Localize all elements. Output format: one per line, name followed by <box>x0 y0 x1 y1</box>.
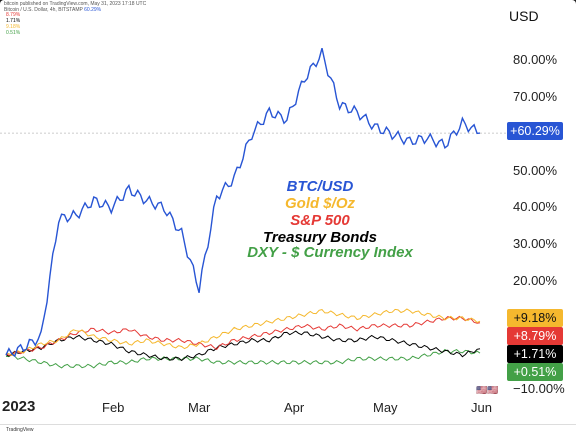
series-line-3 <box>5 330 481 362</box>
mini-legend-gold: 9.18% <box>6 24 21 30</box>
y-tick-label: −10.00% <box>513 381 565 396</box>
legend-dxy: DXY - $ Currency Index <box>247 244 413 261</box>
x-tick-label: Apr <box>284 400 305 415</box>
mini-legend-dxy: 0.51% <box>6 30 21 36</box>
symbol-line[interactable]: Bitcoin / U.S. Dollar, 4h, BITSTAMP 60.2… <box>4 7 102 13</box>
series-line-0 <box>5 48 481 358</box>
series-line-4 <box>5 348 481 369</box>
y-tick-label: 40.00% <box>513 199 558 214</box>
price-tag-sp500: +8.79% <box>507 327 563 345</box>
price-tag-treasury: +1.71% <box>507 345 563 363</box>
y-tick-label: 70.00% <box>513 89 558 104</box>
x-tick-label: Mar <box>188 400 211 415</box>
x-tick-label: 2023 <box>2 398 36 415</box>
price-tag-btc: +60.29% <box>507 122 563 140</box>
y-tick-label: 50.00% <box>513 163 558 178</box>
legend-treasury: Treasury Bonds <box>263 229 377 246</box>
mini-legend-sp500: 8.79% <box>6 12 21 18</box>
mini-legend-treasury: 1.71% <box>6 18 21 24</box>
y-tick-label: 30.00% <box>513 236 558 251</box>
x-tick-label: Jun <box>471 400 492 415</box>
chart-caption: bitcoin published on TradingView.com, Ma… <box>4 1 147 7</box>
price-tag-dxy: +0.51% <box>507 363 563 381</box>
price-tag-gold: +9.18% <box>507 309 563 327</box>
legend-btc: BTC/USD <box>286 178 354 195</box>
x-tick-label: May <box>373 400 398 415</box>
tradingview-logo-text[interactable]: TradingView <box>6 427 34 433</box>
x-tick-label: Feb <box>102 400 125 415</box>
footer: TradingView <box>0 424 576 438</box>
y-tick-label: 80.00% <box>513 52 558 67</box>
currency-unit[interactable]: USD <box>509 8 539 24</box>
y-tick-label: 20.00% <box>513 273 558 288</box>
center-legend: BTC/USD Gold $/Oz S&P 500 Treasury Bonds <box>200 178 440 246</box>
mini-legend: 8.79% 1.71% 9.18% 0.51% <box>6 12 20 36</box>
legend-sp500: S&P 500 <box>290 212 350 229</box>
flag-icons: 🇺🇸🇺🇸 <box>476 385 499 395</box>
series-line-1 <box>5 308 481 357</box>
legend-gold: Gold $/Oz <box>284 195 355 212</box>
